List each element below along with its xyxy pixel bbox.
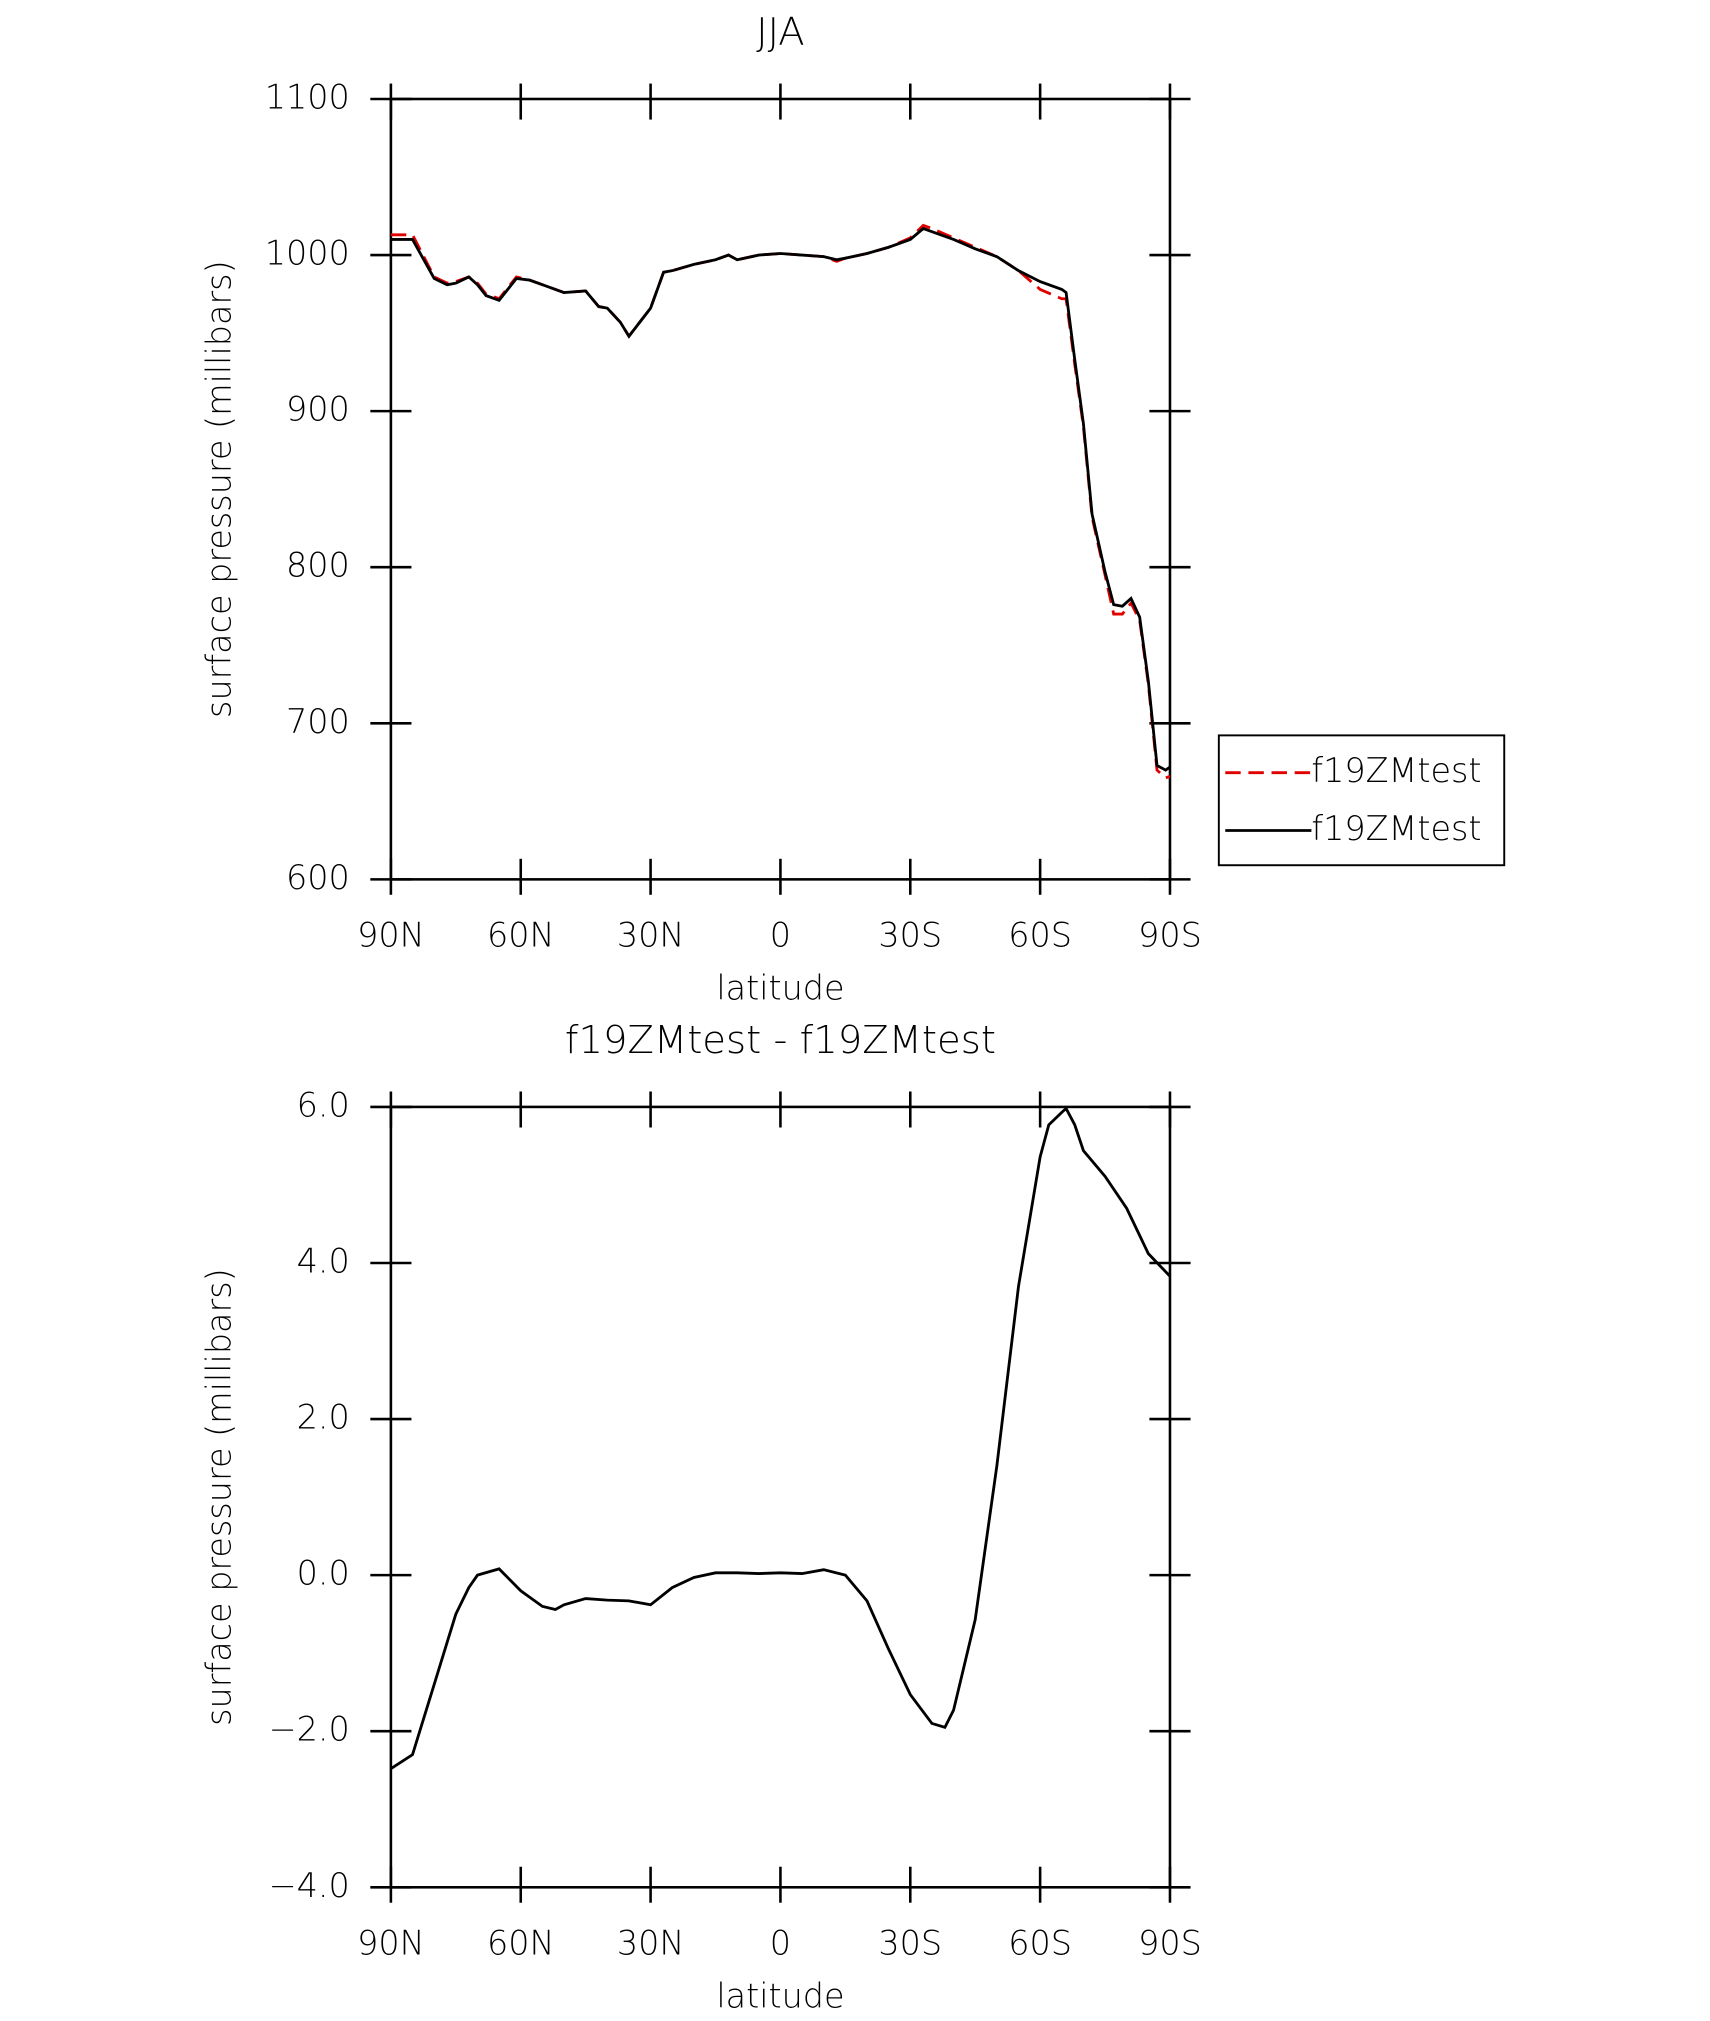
y-tick-label: 2.0 — [297, 1398, 350, 1437]
x-tick-label: 0 — [770, 916, 791, 955]
x-tick-label: 30N — [617, 916, 685, 955]
y-tick-label: −2.0 — [269, 1710, 350, 1749]
legend-label: f19ZMtest — [1311, 809, 1481, 848]
series-line — [390, 223, 1171, 780]
y-tick-label: 0.0 — [297, 1554, 350, 1593]
x-tick-label: 90N — [357, 916, 425, 955]
x-axis-label: latitude — [716, 1976, 844, 2015]
x-tick-label: 90S — [1138, 1924, 1202, 1963]
y-tick-label: 800 — [286, 546, 350, 585]
legend-box — [1217, 734, 1506, 867]
x-tick-label: 60N — [487, 916, 555, 955]
y-axis-label: surface pressure (millibars) — [200, 260, 239, 718]
y-tick-label: 900 — [286, 390, 350, 429]
x-tick-label: 90S — [1138, 916, 1202, 955]
y-tick-label: 6.0 — [297, 1085, 350, 1124]
y-tick-label: 1100 — [265, 77, 350, 116]
y-tick-label: 600 — [286, 858, 350, 897]
x-tick-label: 30N — [617, 1924, 685, 1963]
x-tick-label: 90N — [357, 1924, 425, 1963]
y-axis-label: surface pressure (millibars) — [200, 1268, 239, 1726]
plot-frame — [389, 1105, 1172, 1889]
y-tick-label: −4.0 — [269, 1866, 350, 1905]
series-line — [390, 226, 1171, 772]
x-tick-label: 30S — [878, 916, 942, 955]
x-tick-label: 60S — [1008, 916, 1072, 955]
legend-label: f19ZMtest — [1311, 751, 1481, 790]
chart-title: JJA — [756, 10, 804, 55]
plot-frame — [389, 97, 1172, 881]
series-line — [390, 1106, 1171, 1770]
y-tick-label: 700 — [286, 702, 350, 741]
x-tick-label: 60N — [487, 1924, 555, 1963]
x-tick-label: 60S — [1008, 1924, 1072, 1963]
y-tick-label: 4.0 — [297, 1241, 350, 1280]
chart-title: f19ZMtest - f19ZMtest — [565, 1018, 996, 1063]
y-tick-label: 1000 — [265, 234, 350, 273]
x-tick-label: 0 — [770, 1924, 791, 1963]
x-tick-label: 30S — [878, 1924, 942, 1963]
x-axis-label: latitude — [716, 968, 844, 1007]
